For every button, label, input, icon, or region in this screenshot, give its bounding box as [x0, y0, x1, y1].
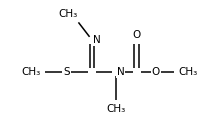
Text: O: O [133, 30, 141, 40]
Text: CH₃: CH₃ [106, 104, 126, 114]
Text: N: N [93, 35, 101, 45]
Text: N: N [117, 67, 125, 77]
Text: CH₃: CH₃ [58, 9, 78, 19]
Text: CH₃: CH₃ [178, 67, 198, 77]
Text: S: S [63, 67, 70, 77]
Text: O: O [152, 67, 160, 77]
Text: CH₃: CH₃ [22, 67, 41, 77]
